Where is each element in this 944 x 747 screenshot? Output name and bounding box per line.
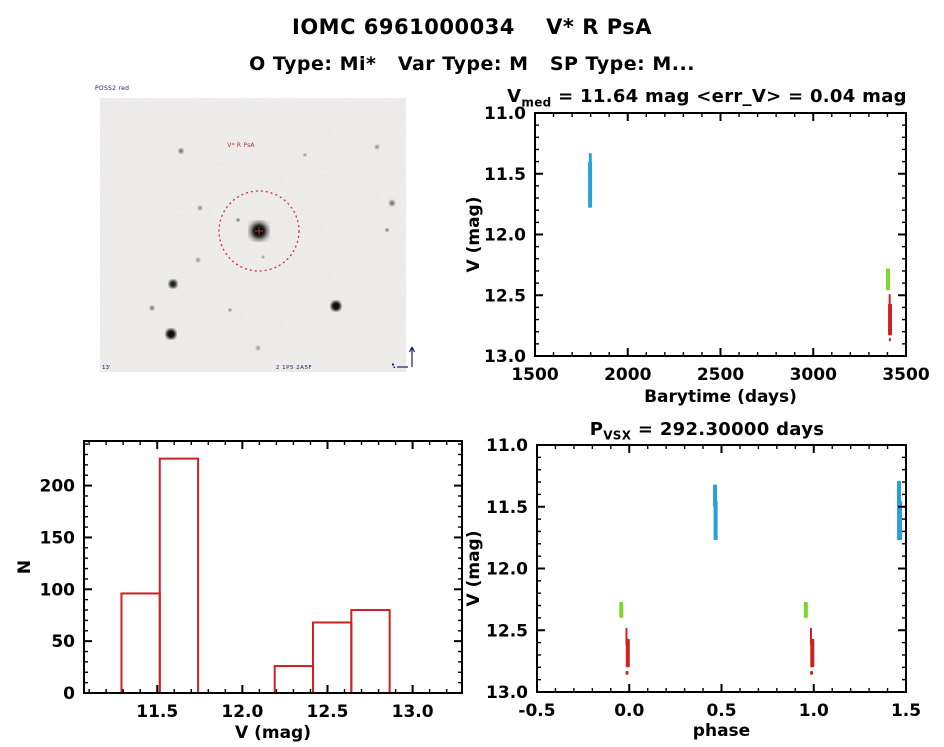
- svg-text:12.5: 12.5: [486, 621, 528, 641]
- lightcurve-points-red: [888, 294, 893, 342]
- ph-title-base: P: [589, 419, 604, 440]
- lightcurve-points-green: [886, 268, 891, 291]
- svg-text:11.0: 11.0: [486, 436, 528, 456]
- svg-text:13.0: 13.0: [484, 347, 526, 367]
- svg-text:1.5: 1.5: [891, 701, 921, 721]
- svg-text:0.5: 0.5: [706, 701, 736, 721]
- target-marker: [218, 190, 300, 272]
- svg-text:1500: 1500: [511, 365, 558, 385]
- svg-text:0: 0: [63, 684, 75, 704]
- finder-scale-label: 13': [102, 365, 111, 371]
- svg-text:12.0: 12.0: [221, 702, 263, 722]
- svg-text:-0.5: -0.5: [518, 701, 555, 721]
- lc-title-sub: med: [521, 95, 552, 110]
- page-subtitle: O Type: Mi* Var Type: M SP Type: M...: [249, 53, 695, 75]
- finder-chart-image: V* R PsA 2 1P5 2A5F 13': [100, 98, 406, 372]
- phase-points-blue: [713, 480, 903, 541]
- svg-text:11.0: 11.0: [484, 104, 526, 124]
- svg-text:2000: 2000: [604, 365, 651, 385]
- svg-text:12.0: 12.0: [486, 560, 528, 580]
- svg-text:12.5: 12.5: [307, 702, 349, 722]
- svg-text:200: 200: [40, 477, 76, 497]
- svg-text:2500: 2500: [697, 365, 744, 385]
- ph-title-sub: VSX: [603, 428, 632, 443]
- histogram-xlabel: V (mag): [235, 723, 311, 743]
- svg-text:12.5: 12.5: [484, 286, 526, 306]
- svg-text:50: 50: [51, 632, 75, 652]
- finder-target-label: V* R PsA: [227, 142, 255, 149]
- page-title: IOMC 6961000034 V* R PsA: [292, 15, 652, 39]
- svg-text:11.5: 11.5: [136, 702, 178, 722]
- svg-text:150: 150: [40, 528, 76, 548]
- svg-text:11.5: 11.5: [484, 165, 526, 185]
- lightcurve-plot: 1500 2000 2500 3000 3500 11.0 11.5 12.0 12.5 13.0…: [464, 104, 930, 407]
- svg-text:3000: 3000: [790, 365, 837, 385]
- svg-text:0.0: 0.0: [614, 701, 644, 721]
- finder-footer-label: 2 1P5 2A5F: [276, 365, 312, 371]
- phase-plot: -0.5 0.0 0.5 1.0 1.5 11.0 11.5 12.0 12.5 13.0 phas…: [464, 436, 921, 741]
- svg-text:12.0: 12.0: [484, 226, 526, 246]
- lightcurve-xlabel: Barytime (days): [644, 387, 797, 407]
- phase-plot-title: PVSX = 292.30000 days: [470, 419, 944, 443]
- svg-text:11.5: 11.5: [486, 498, 528, 518]
- phase-xlabel: phase: [693, 721, 750, 741]
- phase-points-green: [619, 601, 808, 618]
- light-curve-title: Vmed = 11.64 mag <err_V> = 0.04 mag: [470, 86, 944, 110]
- histogram-plot: 11.5 12.0 12.5 13.0 0 50 100 150 200 V (mag) N: [15, 440, 463, 743]
- phase-points-red: [625, 627, 815, 675]
- svg-text:1.0: 1.0: [799, 701, 829, 721]
- phase-ylabel: V (mag): [464, 531, 484, 607]
- histogram-bars: [120, 457, 391, 695]
- lc-title-rest: = 11.64 mag <err_V> = 0.04 mag: [551, 86, 907, 107]
- lightcurve-points-blue: [588, 153, 593, 208]
- lc-title-base: V: [507, 86, 522, 107]
- finder-survey-label: POSS2 red: [95, 85, 130, 92]
- svg-text:13.0: 13.0: [486, 683, 528, 703]
- histogram-ylabel: N: [15, 560, 35, 574]
- svg-text:100: 100: [40, 580, 76, 600]
- compass-north-icon: [392, 346, 416, 368]
- lightcurve-ylabel: V (mag): [464, 197, 484, 273]
- ph-title-rest: = 292.30000 days: [631, 419, 825, 440]
- svg-text:3500: 3500: [882, 365, 929, 385]
- svg-text:13.0: 13.0: [392, 702, 434, 722]
